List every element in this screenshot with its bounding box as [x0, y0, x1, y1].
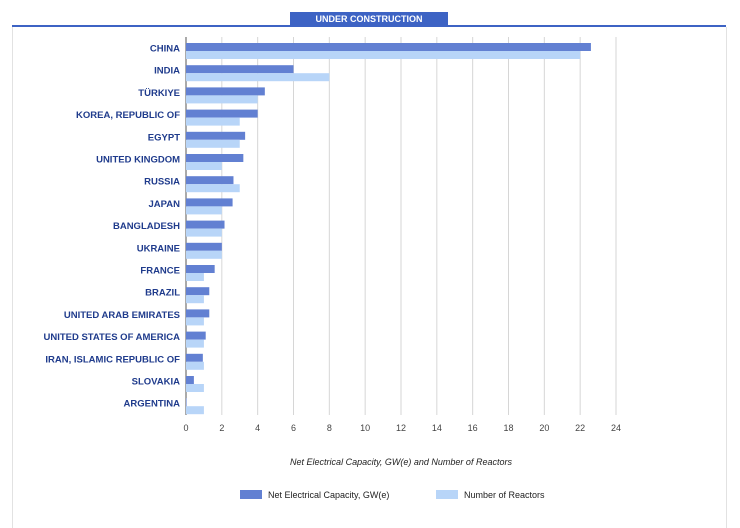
- x-tick-label: 4: [255, 423, 260, 433]
- x-tick-label: 20: [539, 423, 549, 433]
- bar-reactors: [186, 273, 204, 281]
- category-label: FRANCE: [140, 266, 180, 277]
- category-label: SLOVAKIA: [132, 377, 181, 388]
- under-construction-tab[interactable]: UNDER CONSTRUCTION: [290, 12, 448, 26]
- bar-capacity: [186, 265, 215, 273]
- legend-label-reactors: Number of Reactors: [464, 490, 545, 500]
- category-label: BRAZIL: [145, 288, 180, 299]
- x-tick-label: 8: [327, 423, 332, 433]
- category-label: UNITED KINGDOM: [96, 155, 180, 166]
- bar-capacity: [186, 154, 244, 162]
- category-label: ARGENTINA: [124, 399, 181, 410]
- legend-label-capacity: Net Electrical Capacity, GW(e): [268, 490, 389, 500]
- bar-reactors: [186, 206, 222, 215]
- bar-reactors: [186, 406, 204, 415]
- x-tick-label: 16: [468, 423, 478, 433]
- category-label: KOREA, REPUBLIC OF: [76, 110, 180, 121]
- bar-reactors: [186, 73, 330, 82]
- bar-reactors: [186, 139, 240, 148]
- category-label: BANGLADESH: [113, 221, 180, 232]
- bar-capacity: [186, 353, 203, 362]
- bar-capacity: [186, 176, 234, 185]
- bar-reactors: [186, 339, 204, 348]
- x-tick-label: 2: [219, 423, 224, 433]
- x-tick-label: 24: [611, 423, 621, 433]
- category-label: UKRAINE: [137, 243, 180, 254]
- bar-capacity: [186, 87, 265, 96]
- category-label: IRAN, ISLAMIC REPUBLIC OF: [45, 354, 180, 365]
- category-label: TÜRKIYE: [138, 88, 180, 99]
- bar-reactors: [186, 184, 240, 193]
- bar-reactors: [186, 384, 204, 392]
- bar-reactors: [186, 295, 204, 304]
- bar-capacity: [186, 242, 222, 251]
- category-label: EGYPT: [148, 132, 180, 143]
- bar-capacity: [186, 220, 225, 229]
- bar-capacity: [186, 131, 246, 140]
- bar-capacity: [186, 109, 258, 118]
- bar-reactors: [186, 51, 581, 59]
- bar-reactors: [186, 361, 204, 370]
- bar-capacity: [186, 198, 233, 207]
- bar-capacity: [186, 287, 210, 296]
- category-label: INDIA: [154, 66, 180, 77]
- bar-capacity: [186, 43, 591, 51]
- x-tick-label: 22: [575, 423, 585, 433]
- bar-reactors: [186, 317, 204, 326]
- x-tick-label: 6: [291, 423, 296, 433]
- bar-capacity: [186, 376, 194, 384]
- x-tick-label: 0: [183, 423, 188, 433]
- legend-swatch-capacity: [240, 490, 262, 499]
- header-rule: [12, 25, 726, 27]
- bar-reactors: [186, 162, 222, 170]
- bar-capacity: [186, 65, 294, 74]
- bar-reactors: [186, 228, 222, 237]
- category-label: RUSSIA: [144, 177, 180, 188]
- chart-panel: [12, 27, 727, 528]
- category-label: JAPAN: [149, 199, 181, 210]
- x-tick-label: 10: [360, 423, 370, 433]
- bar-reactors: [186, 95, 258, 104]
- bar-reactors: [186, 117, 240, 126]
- x-tick-label: 18: [503, 423, 513, 433]
- x-tick-label: 14: [432, 423, 442, 433]
- bar-capacity: [186, 398, 187, 407]
- x-axis-title: Net Electrical Capacity, GW(e) and Numbe…: [290, 457, 512, 467]
- legend-swatch-reactors: [436, 490, 458, 499]
- category-label: UNITED ARAB EMIRATES: [64, 310, 180, 321]
- x-tick-label: 12: [396, 423, 406, 433]
- bar-capacity: [186, 331, 206, 340]
- bar-capacity: [186, 309, 210, 318]
- category-label: UNITED STATES OF AMERICA: [43, 332, 180, 343]
- legend: Net Electrical Capacity, GW(e) Number of…: [240, 490, 545, 500]
- category-label: CHINA: [150, 44, 180, 55]
- bar-reactors: [186, 250, 222, 259]
